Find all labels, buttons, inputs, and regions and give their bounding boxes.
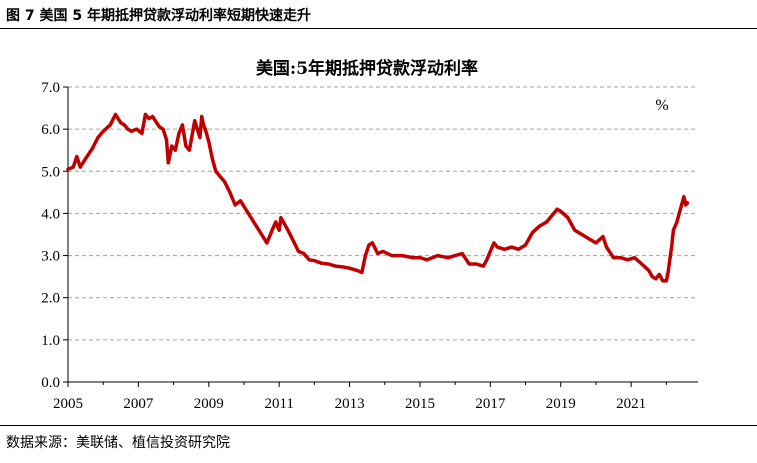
axes (67, 87, 698, 383)
x-tick-label: 2017 (475, 396, 506, 412)
y-tick-label: 0.0 (41, 375, 60, 391)
source-note: 数据来源：美联储、植信投资研究院 (6, 435, 230, 451)
unit-label: % (655, 97, 668, 114)
x-tick-label: 2013 (335, 396, 365, 412)
y-tick-label: 6.0 (41, 122, 60, 138)
x-tick-label: 2019 (546, 396, 576, 412)
x-tick-label: 2009 (194, 396, 224, 412)
y-tick-label: 5.0 (41, 164, 60, 180)
series-line (66, 112, 690, 283)
x-tick-label: 2015 (405, 396, 435, 412)
y-tick-label: 2.0 (41, 291, 60, 307)
chart-title: 美国:5年期抵押贷款浮动利率 (256, 58, 478, 79)
x-tick-label: 2007 (123, 396, 154, 412)
bottom-rule (0, 425, 757, 426)
line-chart: 美国:5年期抵押贷款浮动利率 0.01.02.03.04.05.06.07.0 … (41, 58, 698, 412)
x-axis-ticks: 2005 2007 2009 2011 2013 2015 2017 2019 2021 (53, 382, 667, 412)
gridlines (68, 86, 698, 341)
y-tick-label: 7.0 (41, 80, 60, 96)
figure-caption: 图 7 美国 5 年期抵押贷款浮动利率短期快速走升 (6, 8, 311, 24)
x-tick-label: 2011 (264, 396, 293, 412)
x-tick-label: 2021 (616, 396, 646, 412)
y-tick-label: 1.0 (41, 333, 60, 349)
y-tick-label: 4.0 (41, 206, 60, 222)
y-tick-label: 3.0 (41, 249, 60, 265)
top-rule (0, 28, 757, 29)
y-axis-ticks: 0.0 1.0 2.0 3.0 4.0 5.0 6.0 7.0 (41, 80, 68, 391)
x-tick-label: 2005 (53, 396, 83, 412)
